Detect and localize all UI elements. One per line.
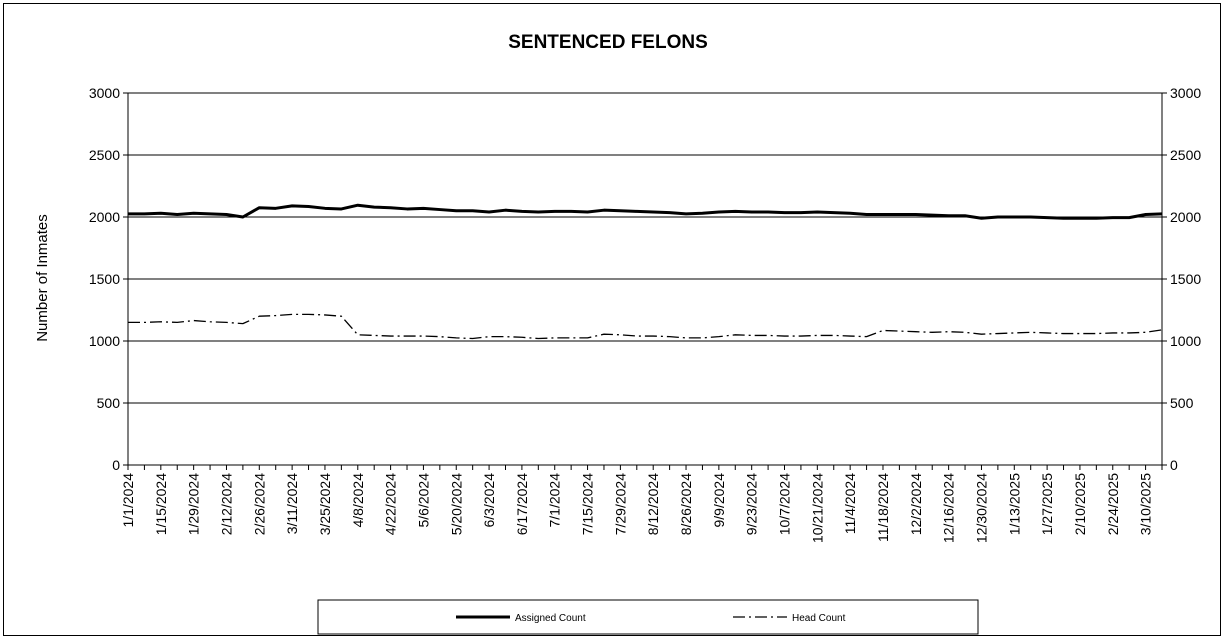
x-tick-label: 2/24/2025 — [1105, 473, 1121, 535]
y-axis-label: Number of Inmates — [34, 214, 51, 342]
gridlines — [128, 92, 1162, 404]
x-tick-label: 4/22/2024 — [383, 473, 399, 535]
chart-title: SENTENCED FELONS — [508, 32, 708, 53]
x-tick-label: 7/29/2024 — [612, 473, 628, 535]
x-tick-label: 12/2/2024 — [908, 473, 924, 535]
y-tick-label-right: 0 — [1170, 457, 1178, 473]
y-tick-label-left: 2000 — [89, 209, 120, 225]
legend-label-head: Head Count — [792, 613, 846, 624]
x-tick-label: 4/8/2024 — [350, 473, 366, 528]
x-tick-label: 11/18/2024 — [875, 473, 891, 542]
y-tick-label-right: 2000 — [1170, 209, 1201, 225]
x-tick-label: 6/17/2024 — [514, 473, 530, 535]
x-tick-label: 12/16/2024 — [941, 473, 957, 543]
y-ticks-left: 0 500 1000 1500 2000 2500 3000 — [89, 85, 128, 473]
y-tick-label-left: 1500 — [89, 271, 120, 287]
x-tick-label: 3/11/2024 — [284, 473, 300, 534]
x-tick-label: 5/20/2024 — [448, 473, 464, 535]
x-tick-label: 9/9/2024 — [711, 473, 727, 528]
x-tick-label: 1/13/2025 — [1006, 473, 1022, 535]
x-ticks: 1/1/2024 1/15/2024 1/29/2024 2/12/2024 2/26/… — [120, 465, 1163, 543]
x-tick-label: 3/10/2025 — [1138, 473, 1154, 535]
x-tick-label: 1/29/2024 — [186, 473, 202, 535]
y-tick-label-right: 1500 — [1170, 271, 1201, 287]
x-tick-label: 8/12/2024 — [645, 473, 661, 535]
x-tick-label: 2/12/2024 — [218, 473, 234, 535]
x-tick-label: 7/1/2024 — [547, 473, 563, 528]
series-line-head-count — [128, 313, 1163, 340]
x-tick-label: 6/3/2024 — [481, 473, 497, 528]
y-tick-label-right: 1000 — [1170, 333, 1201, 349]
series-lines — [128, 203, 1163, 340]
x-tick-label: 5/6/2024 — [415, 473, 431, 528]
series-line-assigned-count — [128, 203, 1163, 220]
x-tick-label: 8/26/2024 — [678, 473, 694, 535]
x-tick-label: 2/10/2025 — [1072, 473, 1088, 535]
legend: Assigned Count Head Count — [317, 599, 979, 635]
y-tick-label-left: 500 — [97, 395, 121, 411]
y-tick-label-left: 1000 — [89, 333, 120, 349]
y-tick-label-right: 3000 — [1170, 85, 1201, 101]
x-tick-label: 2/26/2024 — [251, 473, 267, 535]
x-tick-label: 9/23/2024 — [744, 473, 760, 535]
x-tick-label: 3/25/2024 — [317, 473, 333, 535]
x-tick-label: 12/30/2024 — [973, 473, 989, 543]
x-tick-label: 1/27/2025 — [1039, 473, 1055, 535]
y-tick-label-right: 2500 — [1170, 147, 1201, 163]
chart-frame — [3, 3, 1221, 636]
y-tick-label-left: 2500 — [89, 147, 120, 163]
x-tick-label: 10/21/2024 — [809, 473, 825, 543]
legend-box — [317, 599, 979, 635]
y-ticks-right: 0 500 1000 1500 2000 2500 3000 — [1162, 85, 1201, 473]
x-tick-label: 7/15/2024 — [580, 473, 596, 535]
y-tick-label-right: 500 — [1170, 395, 1194, 411]
x-tick-label: 1/1/2024 — [120, 473, 136, 528]
y-tick-label-left: 0 — [112, 457, 120, 473]
x-tick-label: 1/15/2024 — [153, 473, 169, 535]
legend-label-assigned: Assigned Count — [515, 613, 586, 624]
x-tick-label: 11/4/2024 — [842, 473, 858, 534]
x-tick-label: 10/7/2024 — [777, 473, 793, 535]
y-tick-label-left: 3000 — [89, 85, 120, 101]
